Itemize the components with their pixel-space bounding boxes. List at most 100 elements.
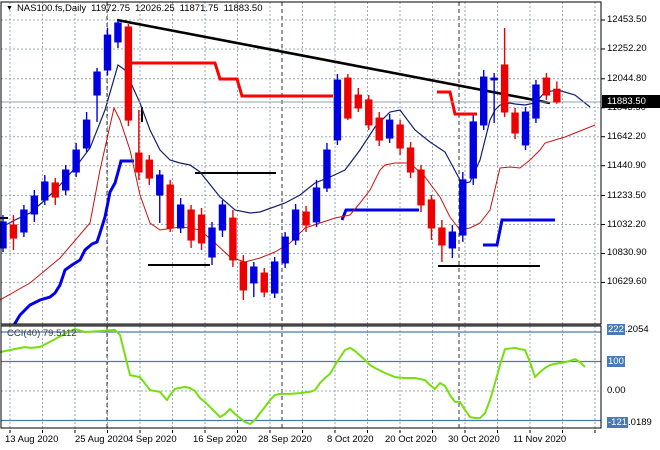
ma-slow-line	[0, 106, 596, 301]
candle-body	[271, 261, 279, 294]
candle-body	[448, 231, 457, 249]
candle-body	[553, 88, 561, 103]
cci-level-badge: 100	[607, 355, 625, 367]
candle-body	[427, 199, 436, 229]
candle-body	[480, 76, 488, 126]
time-axis-label: 11 Nov 2020	[513, 434, 567, 445]
time-axis-label: 28 Sep 2020	[258, 434, 312, 445]
current-price-badge: 11883.50	[602, 95, 660, 108]
candle-body	[323, 149, 331, 189]
candle-body	[0, 221, 7, 249]
candle-body	[166, 184, 174, 229]
candle-body	[124, 26, 133, 121]
candle-body	[239, 261, 248, 291]
candle-body	[490, 77, 498, 81]
price-axis-label: 11440.90	[607, 159, 646, 171]
candle-body	[260, 272, 268, 293]
candle-body	[375, 117, 383, 141]
candle-body	[365, 99, 373, 126]
candle-body	[291, 209, 300, 241]
price-axis-label: 11233.50	[607, 189, 646, 201]
price-axis-label: 10830.90	[607, 247, 647, 259]
candle-body	[145, 159, 154, 179]
candle-body	[103, 34, 112, 71]
cci-axis-label-text: 0.00	[607, 385, 626, 396]
cci-axis-label: 100	[607, 355, 625, 367]
cci-line	[0, 328, 586, 425]
candle-body	[302, 211, 310, 226]
candle-body	[312, 187, 321, 223]
candle-body	[30, 195, 39, 215]
cci-level-badge: -121	[607, 416, 629, 428]
trendline[interactable]	[116, 18, 551, 105]
price-axis-label: 12453.50	[607, 14, 647, 25]
trail-line-red[interactable]	[437, 90, 477, 116]
candle-body	[396, 124, 404, 149]
time-axis-label: 25 Aug 2020	[75, 434, 129, 445]
candle-body	[521, 111, 530, 146]
price-axis-label: 12044.80	[607, 72, 647, 84]
candle-body	[469, 121, 477, 179]
candle-body	[438, 227, 446, 246]
candle-body	[385, 119, 394, 139]
ohlc-close: 11883.50	[223, 3, 263, 14]
candle-body	[229, 217, 237, 261]
candle-body	[542, 77, 551, 96]
candle-body	[41, 181, 49, 201]
price-axis-label: 10629.60	[607, 276, 647, 288]
time-axis-label: 8 Oct 2020	[327, 434, 374, 445]
candle-body	[197, 214, 206, 244]
candle-body	[333, 79, 342, 141]
candle-body	[511, 112, 519, 134]
candle-body	[114, 22, 122, 43]
candle-body	[62, 169, 70, 191]
chart-title-bar: ▼ NAS100.fs,Daily 11972.75 12026.25 11871.75…	[6, 3, 268, 14]
cci-axis-label-text: .2054	[624, 324, 649, 336]
candle-body	[72, 149, 80, 173]
candle-body	[82, 119, 91, 149]
price-axis-label: 11032.20	[607, 218, 646, 230]
candle-body	[135, 152, 143, 173]
cci-axis-label-text: .0189	[628, 416, 652, 428]
price-panel-border	[0, 1, 602, 325]
candle-body	[20, 209, 28, 233]
candle-body	[9, 224, 18, 239]
trail-line-blue	[12, 159, 134, 326]
symbol-title: NAS100.fs,Daily	[16, 3, 87, 14]
trail-line-red[interactable]	[132, 61, 333, 98]
candle-body	[51, 182, 59, 198]
candle-body	[93, 71, 101, 96]
cci-panel-border	[0, 325, 602, 429]
time-axis-label: 13 Aug 2020	[5, 434, 59, 445]
candle-body	[208, 227, 216, 258]
cci-axis-label: 222.2054	[607, 324, 649, 336]
time-axis-label: 20 Oct 2020	[385, 434, 437, 445]
cci-axis-label: -121.0189	[607, 416, 652, 428]
time-axis-label: 16 Sep 2020	[193, 434, 247, 445]
ohlc-high: 12026.25	[135, 3, 175, 14]
candle-body	[459, 179, 467, 236]
candle-body	[250, 266, 258, 284]
price-axis-label: 12252.20	[607, 42, 647, 54]
candle-body	[344, 77, 352, 119]
symbol-dropdown-icon[interactable]: ▼	[6, 5, 13, 12]
ohlc-open: 11972.75	[91, 3, 131, 14]
time-axis-label: 4 Sep 2020	[128, 434, 177, 445]
candle-body	[354, 94, 363, 109]
candle-body	[500, 64, 509, 113]
trail-line-blue[interactable]	[483, 218, 555, 247]
candle-body	[187, 209, 195, 241]
candle-body	[176, 204, 185, 229]
candlestick-series	[0, 19, 561, 301]
candle-body	[532, 84, 540, 119]
candle-body	[218, 204, 227, 231]
cci-axis-label: 0.00	[607, 385, 626, 396]
ohlc-low: 11871.75	[179, 3, 219, 14]
cci-level-badge: 222	[607, 324, 625, 336]
time-axis-label: 30 Oct 2020	[448, 434, 500, 445]
price-axis-label: 11642.20	[607, 130, 646, 142]
candle-body	[281, 236, 289, 264]
candle-body	[156, 174, 164, 196]
candle-body	[417, 169, 425, 206]
